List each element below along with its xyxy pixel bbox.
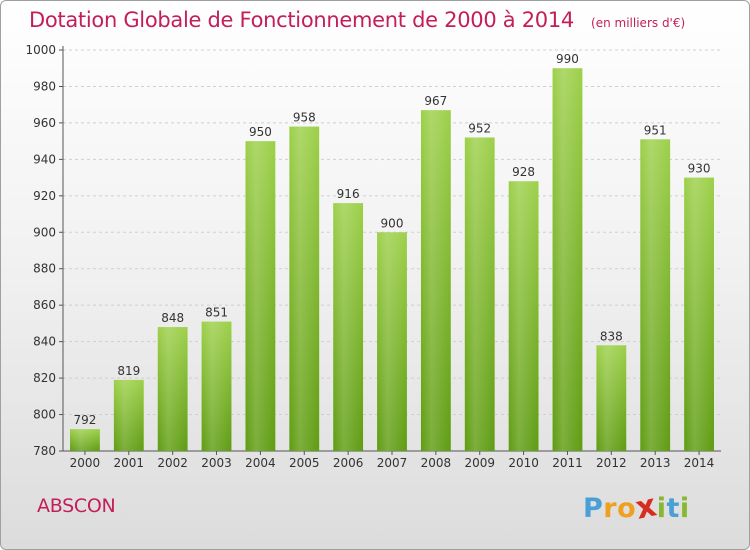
y-tick-label: 1000 <box>25 43 56 57</box>
y-tick-label: 820 <box>33 371 56 385</box>
value-label: 950 <box>249 125 272 139</box>
y-tick-label: 800 <box>33 408 56 422</box>
commune-name: ABSCON <box>37 495 116 517</box>
y-tick-label: 840 <box>33 335 56 349</box>
y-tick-label: 900 <box>33 225 56 239</box>
logo-letter: r <box>603 493 618 524</box>
bar-shine <box>420 110 451 452</box>
bar-shine <box>245 141 276 452</box>
value-label: 952 <box>468 121 491 135</box>
value-label: 928 <box>512 165 535 179</box>
x-tick-label: 2006 <box>333 456 364 470</box>
value-label: 900 <box>381 216 404 230</box>
logo-letter: i <box>679 493 690 524</box>
logo-letter: P <box>583 493 604 524</box>
x-tick-label: 2005 <box>289 456 320 470</box>
x-tick-label: 2014 <box>684 456 715 470</box>
value-label: 967 <box>424 94 447 108</box>
labels: 780 800 820 840 860 880 900 920 940 960 980 1000 792… <box>25 43 714 470</box>
proxiti-logo: Proxiti <box>583 487 690 526</box>
bar-shine <box>157 327 188 451</box>
logo-letter: t <box>666 493 680 524</box>
x-tick-label: 2012 <box>596 456 627 470</box>
x-tick-label: 2003 <box>201 456 232 470</box>
x-tick-label: 2010 <box>508 456 539 470</box>
x-tick-label: 2007 <box>377 456 408 470</box>
chart-title: Dotation Globale de Fonctionnement de 20… <box>29 8 574 32</box>
x-tick-label: 2009 <box>464 456 495 470</box>
value-label: 819 <box>117 364 140 378</box>
x-tick-label: 2000 <box>70 456 101 470</box>
bar-shine <box>201 321 232 451</box>
chart-subtitle: (en milliers d'€) <box>591 16 686 30</box>
x-tick-label: 2008 <box>421 456 452 470</box>
x-tick-label: 2013 <box>640 456 671 470</box>
bar-shine <box>113 379 144 451</box>
y-tick-label: 860 <box>33 298 56 312</box>
title-row: Dotation Globale de Fonctionnement de 20… <box>29 8 685 32</box>
logo-letter: o <box>617 493 637 524</box>
value-label: 930 <box>688 162 711 176</box>
x-tick-label: 2002 <box>157 456 188 470</box>
y-tick-label: 780 <box>33 444 56 458</box>
value-label: 848 <box>161 311 184 325</box>
logo-letter: i <box>656 493 667 524</box>
bar-shine <box>640 139 671 451</box>
bar-shine <box>508 181 539 451</box>
bar-shine <box>289 126 320 452</box>
x-tick-label: 2011 <box>552 456 583 470</box>
value-label: 990 <box>556 52 579 66</box>
value-label: 958 <box>293 111 316 125</box>
y-tick-label: 940 <box>33 152 56 166</box>
bar-shine <box>596 345 627 451</box>
value-label: 851 <box>205 306 228 320</box>
value-label: 838 <box>600 329 623 343</box>
bar-shine <box>552 68 583 452</box>
bar-shine <box>464 137 495 451</box>
y-tick-label: 980 <box>33 79 56 93</box>
y-tick-label: 960 <box>33 116 56 130</box>
bar-shine <box>70 429 100 451</box>
x-tick-label: 2001 <box>114 456 145 470</box>
bar-shine <box>333 203 364 451</box>
bar-shine <box>684 177 714 451</box>
bar-shine <box>377 232 407 451</box>
bars <box>70 68 714 452</box>
y-tick-label: 880 <box>33 262 56 276</box>
y-tick-label: 920 <box>33 189 56 203</box>
x-tick-label: 2004 <box>245 456 276 470</box>
value-label: 916 <box>337 187 360 201</box>
value-label: 792 <box>73 413 96 427</box>
value-label: 951 <box>644 123 667 137</box>
